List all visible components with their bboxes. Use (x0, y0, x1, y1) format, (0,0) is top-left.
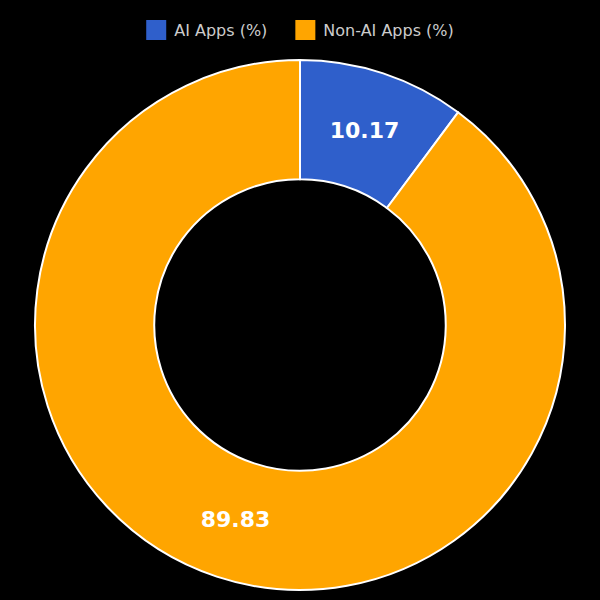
legend: AI Apps (%) Non-AI Apps (%) (146, 20, 454, 40)
data-label: 10.17 (330, 118, 400, 143)
legend-label: Non-AI Apps (%) (323, 21, 453, 40)
legend-label: AI Apps (%) (174, 21, 267, 40)
slices (35, 60, 565, 590)
data-label: 89.83 (201, 507, 271, 532)
plot (35, 60, 565, 590)
legend-item: AI Apps (%) (146, 20, 267, 40)
legend-item: Non-AI Apps (%) (295, 20, 453, 40)
legend-swatch (146, 20, 166, 40)
legend-swatch (295, 20, 315, 40)
background (0, 0, 600, 600)
data-labels: 10.17 89.83 (201, 118, 400, 533)
slice (35, 60, 565, 590)
chart: 10.17 89.83 AI Apps (%) Non-AI Apps (%) (0, 0, 600, 600)
